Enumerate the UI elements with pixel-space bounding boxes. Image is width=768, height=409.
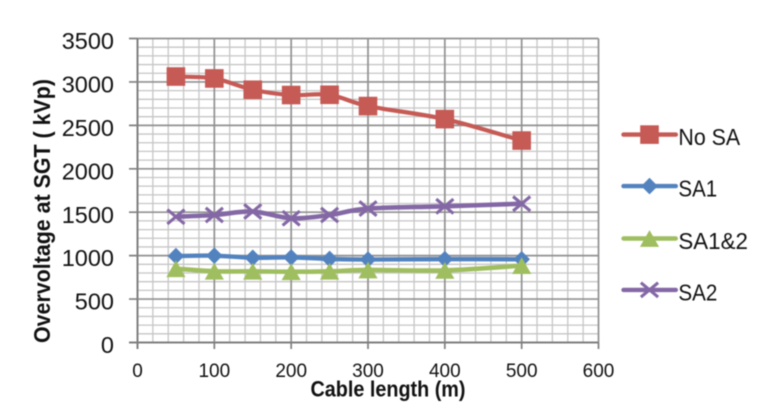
svg-text:3500: 3500	[62, 28, 114, 54]
svg-text:SA1: SA1	[678, 176, 717, 202]
svg-text:300: 300	[352, 361, 384, 382]
svg-text:0: 0	[101, 332, 114, 358]
svg-text:1000: 1000	[62, 245, 114, 271]
svg-text:1500: 1500	[62, 202, 114, 228]
svg-text:0: 0	[132, 361, 143, 382]
svg-text:3000: 3000	[62, 72, 114, 98]
svg-text:500: 500	[75, 289, 114, 315]
svg-text:600: 600	[583, 361, 615, 382]
svg-text:500: 500	[506, 361, 538, 382]
svg-text:SA1&2: SA1&2	[678, 228, 748, 254]
svg-text:Cable length (m): Cable length (m)	[311, 376, 466, 401]
svg-text:400: 400	[429, 361, 461, 382]
svg-text:2000: 2000	[62, 158, 114, 184]
svg-text:2500: 2500	[62, 115, 114, 141]
svg-text:No SA: No SA	[678, 124, 740, 150]
svg-text:100: 100	[198, 361, 230, 382]
svg-text:Overvoltage at SGT ( kVp): Overvoltage at SGT ( kVp)	[29, 79, 55, 343]
svg-text:SA2: SA2	[678, 279, 717, 305]
svg-text:200: 200	[275, 361, 307, 382]
